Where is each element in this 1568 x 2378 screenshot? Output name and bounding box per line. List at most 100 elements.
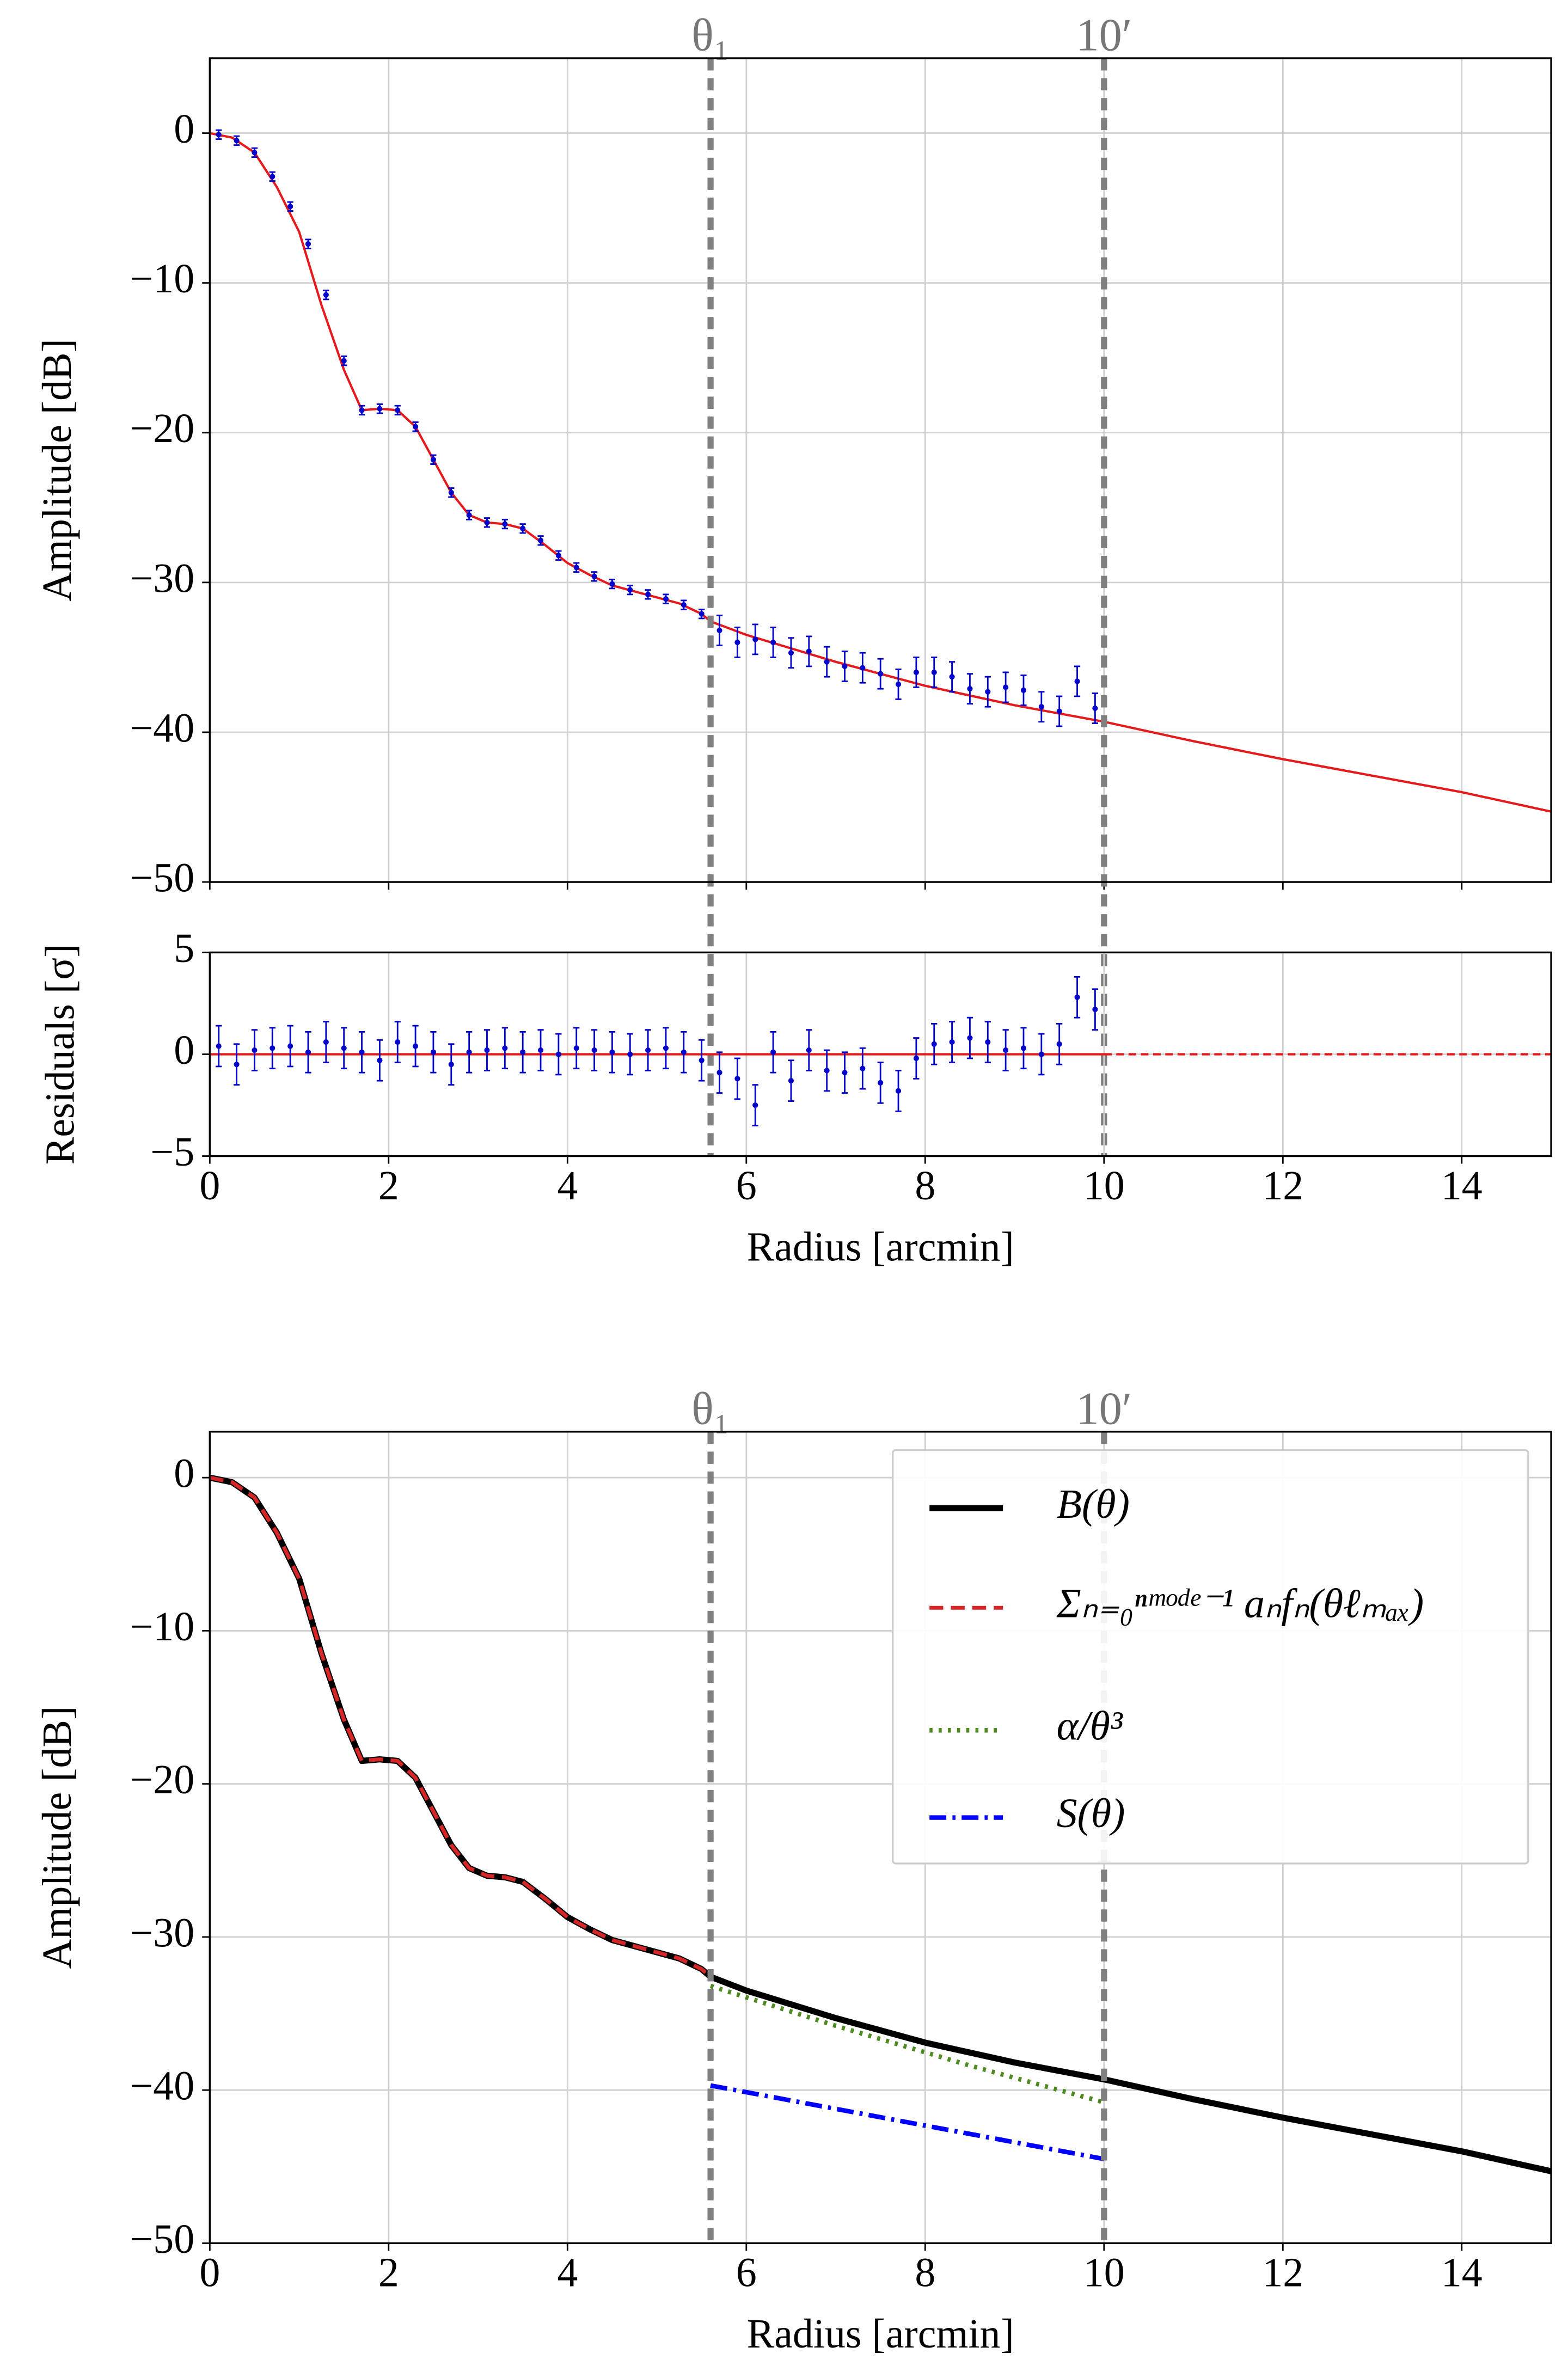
x-tick-label: 14	[1441, 2250, 1483, 2296]
y-tick-label: −20	[130, 406, 194, 451]
data-point	[305, 241, 311, 247]
y-axis-label: Amplitude [dB]	[34, 339, 80, 602]
data-point	[1038, 1051, 1044, 1057]
data-point	[359, 1049, 365, 1055]
data-point	[681, 1049, 687, 1055]
data-point	[734, 1076, 740, 1082]
data-point	[699, 611, 705, 617]
data-point	[681, 602, 687, 608]
y-tick-label: −10	[130, 256, 194, 302]
data-point	[949, 1039, 955, 1045]
y-tick-label: 0	[174, 106, 194, 152]
data-point	[645, 1047, 651, 1053]
data-point	[788, 1078, 794, 1084]
data-point	[537, 1047, 544, 1053]
x-axis-label: Radius [arcmin]	[747, 1224, 1014, 1270]
data-point	[502, 521, 508, 527]
x-tick-label: 2	[378, 1163, 399, 1209]
data-point	[627, 1051, 633, 1057]
x-tick-label: 10	[1083, 2250, 1125, 2296]
x-tick-label: 6	[736, 2250, 757, 2296]
data-point	[413, 424, 419, 430]
y-tick-label: 5	[174, 926, 194, 971]
data-point	[788, 650, 794, 656]
data-point	[699, 1057, 705, 1063]
data-point	[413, 1043, 419, 1049]
data-point	[520, 525, 526, 531]
data-point	[252, 150, 258, 156]
y-tick-label: −5	[150, 1129, 194, 1175]
data-point	[627, 587, 633, 593]
x-tick-label: 4	[557, 1163, 578, 1209]
y-tick-label: −30	[130, 555, 194, 601]
y-axis-label: Residuals [σ]	[38, 944, 83, 1165]
x-tick-label: 4	[557, 2250, 578, 2296]
data-point	[573, 1045, 579, 1051]
data-point	[770, 1049, 776, 1055]
data-point	[234, 1062, 240, 1068]
data-point	[1003, 1047, 1009, 1053]
data-point	[234, 138, 240, 144]
x-tick-label: 14	[1441, 1163, 1483, 1209]
data-point	[645, 591, 651, 597]
y-tick-label: −10	[130, 1604, 194, 1650]
data-point	[734, 639, 740, 645]
x-tick-label: 0	[199, 2250, 220, 2296]
x-tick-label: 8	[915, 1163, 935, 1209]
data-point	[377, 406, 383, 412]
data-point	[860, 665, 866, 671]
legend-label: S(θ)	[1057, 1791, 1125, 1836]
legend-label: B(θ)	[1057, 1481, 1130, 1527]
legend-label: α/θ³	[1057, 1703, 1123, 1749]
data-point	[287, 1043, 293, 1049]
y-tick-label: −50	[130, 2216, 194, 2262]
data-point	[967, 1035, 973, 1041]
data-point	[395, 407, 401, 413]
data-point	[1092, 1007, 1098, 1013]
data-point	[842, 663, 848, 669]
marker-label: θ₁	[691, 1383, 730, 1434]
data-point	[520, 1049, 526, 1055]
y-tick-label: 0	[174, 1451, 194, 1497]
data-point	[502, 1045, 508, 1051]
series-line	[710, 2083, 1105, 2161]
plot-frame	[209, 1431, 1552, 2245]
data-point	[216, 132, 222, 138]
data-point	[1020, 687, 1027, 694]
data-point	[663, 596, 669, 602]
data-point	[1020, 1045, 1027, 1051]
x-tick-label: 0	[199, 1163, 220, 1209]
data-point	[949, 674, 955, 680]
plot-frame	[209, 951, 1552, 1157]
data-point	[913, 669, 919, 675]
data-point	[305, 1049, 311, 1055]
y-tick-label: −30	[130, 1910, 194, 1956]
data-point	[484, 519, 490, 525]
x-tick-label: 8	[915, 2250, 935, 2296]
data-point	[555, 553, 561, 559]
legend-label: Σₙ₌₀ⁿᵐᵒᵈᵉ⁻¹ aₙfₙ(θℓₘₐₓ)	[1056, 1581, 1424, 1627]
data-point	[573, 565, 579, 571]
data-point	[591, 573, 597, 579]
data-point	[537, 537, 544, 543]
data-point	[430, 1049, 437, 1055]
data-point	[1056, 708, 1062, 714]
data-point	[770, 639, 776, 645]
data-point	[323, 1039, 329, 1045]
y-tick-label: −40	[130, 705, 194, 751]
marker-label: 10′	[1076, 1383, 1132, 1434]
data-point	[609, 1049, 615, 1055]
data-point	[1056, 1041, 1062, 1047]
data-point	[913, 1055, 919, 1062]
data-point	[1038, 704, 1044, 710]
data-point	[1074, 678, 1080, 684]
data-point	[287, 204, 293, 210]
data-point	[252, 1047, 258, 1053]
fit-curve	[210, 132, 1552, 813]
data-point	[931, 1041, 937, 1047]
legend-box	[892, 1449, 1529, 1865]
data-point	[270, 174, 275, 180]
data-point	[591, 1047, 597, 1053]
data-point	[484, 1047, 490, 1053]
